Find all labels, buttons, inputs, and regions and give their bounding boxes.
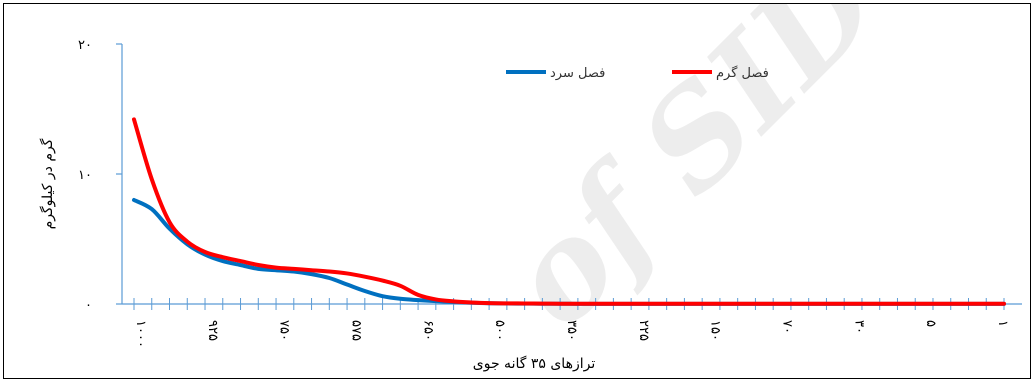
x-tick-label: ۵۷۵ <box>349 320 364 341</box>
y-tick-label: ۲۰ <box>78 38 92 53</box>
x-tick-label: ۷۵۰ <box>277 320 292 341</box>
chart-frame: of SID ۰ ۱۰ ۲۰ ۱۰۰۰ ۹۲۵ ۷۵۰ ۵۷۵ ۶۵۰ ۵۰۰ ۳۵۰ ۲۲۵ ۱۵… <box>3 3 1031 379</box>
x-tick-label: ۳۵۰ <box>564 320 579 341</box>
series-line-warm <box>132 117 1006 306</box>
x-tick-label: ۹۲۵ <box>205 320 220 341</box>
x-tick-label: ۶۵۰ <box>420 320 435 341</box>
x-tick-label: ۳۰ <box>851 320 866 334</box>
x-tick-label: ۱۰۰۰ <box>133 320 148 348</box>
x-tick-label: ۱۵۰ <box>708 320 723 341</box>
y-tick-label: ۰ <box>85 298 92 313</box>
y-tick-label: ۱۰ <box>78 168 92 183</box>
y-axis-title: گرم در کیلوگرم <box>39 138 56 229</box>
x-axis-title: ترازهای ۳۵ گانه جوی <box>473 355 596 372</box>
legend: فصل گرم فصل سرد <box>506 65 769 81</box>
x-tick-label: ۷۰ <box>780 320 795 334</box>
legend-label-warm: فصل گرم <box>716 65 769 81</box>
x-tick-label: ۵۰۰ <box>492 320 507 341</box>
x-tick-label: ۵ <box>923 320 938 327</box>
legend-label-cold: فصل سرد <box>550 66 605 81</box>
x-tick-label: ۲۲۵ <box>636 320 651 341</box>
x-tick-label: ۱ <box>995 320 1010 327</box>
